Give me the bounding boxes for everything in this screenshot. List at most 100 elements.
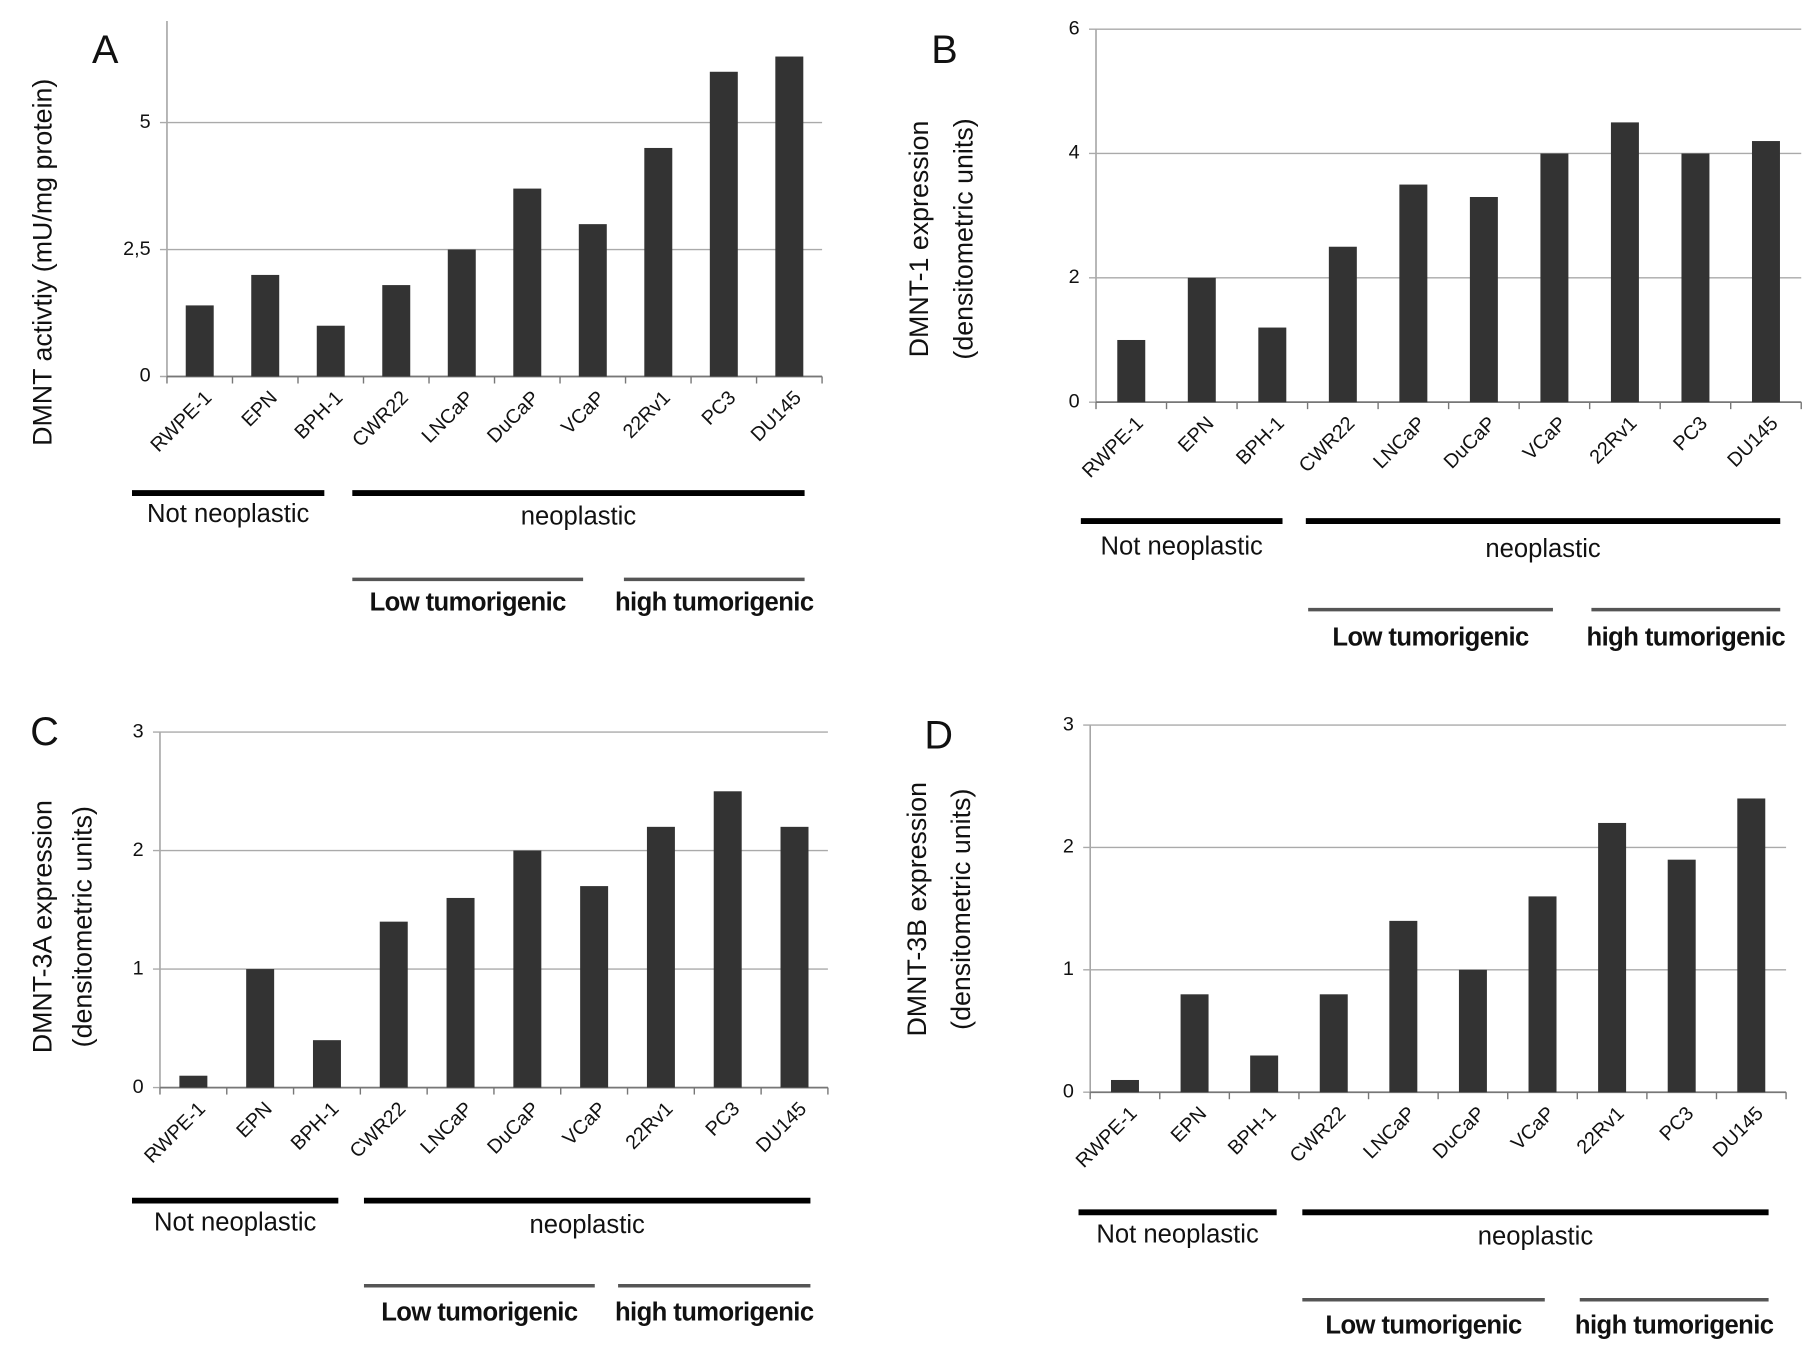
bar <box>246 969 275 1088</box>
bar <box>1117 339 1146 403</box>
x-tick-label: DuCaP <box>1440 412 1501 473</box>
group-label: Not neoplastic <box>154 1209 317 1237</box>
x-tick-label: 22Rv1 <box>619 387 675 443</box>
y-tick-label: 4 <box>1069 142 1080 164</box>
bar <box>446 897 475 1088</box>
x-tick-label: 22Rv1 <box>1573 1103 1629 1159</box>
x-tick-label: PC3 <box>701 1098 744 1141</box>
bar <box>1528 896 1557 1093</box>
bar <box>1751 141 1780 403</box>
bar <box>709 71 738 377</box>
group-label: high tumorigenic <box>615 589 814 617</box>
x-tick-label: PC3 <box>1669 412 1712 455</box>
x-tick-label: DU145 <box>747 387 806 446</box>
y-tick-label: 2 <box>1069 266 1080 288</box>
bar <box>316 325 345 377</box>
bar <box>646 826 675 1088</box>
y-tick-label: 5 <box>140 111 151 133</box>
y-tick-label: 6 <box>1069 17 1080 39</box>
y-tick-label: 0 <box>133 1076 144 1098</box>
x-tick-label: BPH-1 <box>1232 412 1289 469</box>
x-tick-label: RWPE-1 <box>140 1098 210 1168</box>
bar <box>1540 153 1569 403</box>
bar <box>513 850 542 1088</box>
bar <box>179 1075 208 1088</box>
x-tick-label: CWR22 <box>1286 1103 1351 1168</box>
y-axis-title: DMNT activtiy (mU/mg protein) <box>28 79 58 446</box>
x-tick-label: LNCaP <box>1359 1103 1420 1164</box>
bar <box>312 1040 341 1088</box>
y-axis-title: (densitometric units) <box>949 118 979 359</box>
x-tick-label: BPH-1 <box>291 387 348 444</box>
x-tick-label: DU145 <box>1723 412 1782 471</box>
y-axis-title: (densitometric units) <box>946 789 976 1030</box>
bar <box>1399 184 1428 403</box>
bar <box>713 791 742 1088</box>
bar <box>513 188 542 377</box>
bar <box>1458 969 1487 1093</box>
bar <box>1110 1079 1139 1093</box>
bar <box>780 826 809 1088</box>
x-tick-label: VCaP <box>1519 412 1571 464</box>
y-tick-label: 1 <box>1063 958 1074 980</box>
y-tick-label: 1 <box>133 957 144 979</box>
group-label: high tumorigenic <box>615 1298 814 1326</box>
x-tick-label: RWPE-1 <box>147 387 217 457</box>
panel-letter: A <box>92 28 119 72</box>
x-tick-label: DU145 <box>1709 1103 1768 1162</box>
bar <box>644 147 673 377</box>
x-tick-label: VCaP <box>557 387 609 439</box>
x-tick-label: LNCaP <box>416 1098 477 1159</box>
x-tick-label: BPH-1 <box>287 1098 344 1155</box>
x-tick-label: DU145 <box>752 1098 811 1157</box>
y-tick-label: 2 <box>1063 836 1074 858</box>
x-tick-label: CWR22 <box>348 387 413 452</box>
y-axis-title: DMNT-3A expression <box>28 800 58 1053</box>
group-label: Low tumorigenic <box>370 589 567 617</box>
group-label: Not neoplastic <box>147 500 310 528</box>
bar <box>1389 920 1418 1093</box>
x-tick-label: DuCaP <box>483 1098 544 1159</box>
x-tick-label: VCaP <box>559 1098 611 1150</box>
group-label: Not neoplastic <box>1100 533 1263 561</box>
bar <box>382 285 411 377</box>
y-tick-label: 0 <box>140 365 151 387</box>
group-label: high tumorigenic <box>1575 1311 1774 1339</box>
y-tick-label: 2 <box>133 839 144 861</box>
group-label: neoplastic <box>1478 1223 1594 1251</box>
group-label: neoplastic <box>1485 535 1601 563</box>
group-label: high tumorigenic <box>1587 624 1786 652</box>
y-tick-label: 2,5 <box>123 238 151 260</box>
y-axis-title: DMNT-3B expression <box>902 782 932 1037</box>
y-tick-label: 3 <box>133 720 144 742</box>
panel-letter: D <box>924 713 953 757</box>
bar <box>251 274 280 377</box>
x-tick-label: EPN <box>237 387 281 431</box>
x-tick-label: PC3 <box>1655 1103 1698 1146</box>
group-label: Low tumorigenic <box>1325 1311 1522 1339</box>
x-tick-label: VCaP <box>1507 1103 1559 1155</box>
x-tick-label: DuCaP <box>1429 1103 1490 1164</box>
x-tick-label: RWPE-1 <box>1072 1103 1142 1173</box>
bar <box>580 886 609 1088</box>
y-tick-label: 0 <box>1063 1080 1074 1102</box>
bar <box>1737 798 1766 1093</box>
bar <box>1250 1055 1279 1093</box>
group-label: neoplastic <box>521 502 637 530</box>
group-label: neoplastic <box>529 1211 645 1239</box>
group-label: Low tumorigenic <box>381 1298 578 1326</box>
y-tick-label: 0 <box>1069 390 1080 412</box>
x-tick-label: CWR22 <box>346 1098 411 1163</box>
x-tick-label: DuCaP <box>483 387 544 448</box>
panel-letter: B <box>931 28 957 72</box>
y-tick-label: 3 <box>1063 713 1074 735</box>
bar <box>775 56 804 377</box>
bar <box>185 305 214 377</box>
x-tick-label: EPN <box>232 1098 276 1142</box>
bar <box>1610 122 1639 403</box>
x-tick-label: LNCaP <box>1369 412 1430 473</box>
bar <box>1598 822 1627 1093</box>
panel-letter: C <box>30 710 59 754</box>
